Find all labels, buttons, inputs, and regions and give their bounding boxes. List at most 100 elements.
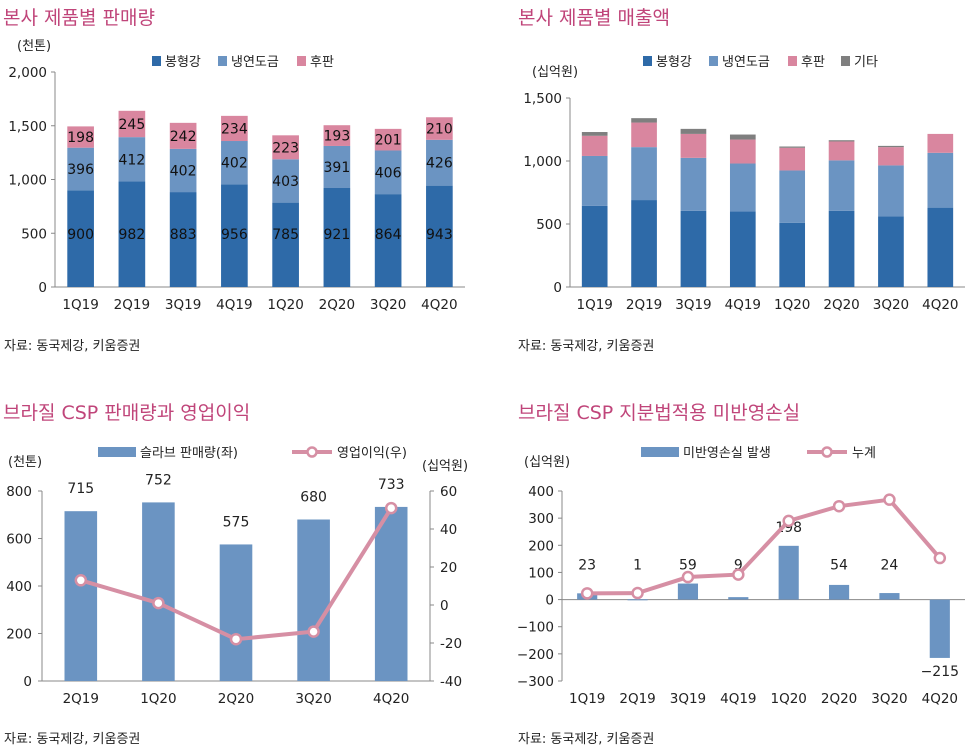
data-label: 402 (170, 163, 197, 179)
bar-segment (729, 163, 756, 212)
y-tick-label-left: 400 (6, 579, 32, 595)
bar-segment (581, 205, 608, 287)
x-tick-label: 2Q20 (821, 691, 857, 707)
bar-segment (729, 211, 756, 287)
bar-segment (631, 118, 657, 123)
legend-marker (306, 446, 318, 458)
bar-segment (374, 150, 402, 195)
y-axis-unit: (십억원) (532, 65, 578, 80)
x-tick-label: 4Q19 (216, 297, 252, 313)
data-label: 900 (67, 227, 94, 243)
line-point (883, 493, 896, 506)
x-tick-label: 3Q20 (295, 691, 331, 707)
y-tick-label: −200 (517, 647, 554, 663)
bar-segment (67, 190, 94, 287)
data-label: 201 (375, 133, 402, 149)
data-label: 23 (578, 557, 596, 573)
bar-segment (729, 139, 756, 164)
data-label: 193 (324, 129, 351, 145)
chart-title: 브라질 CSP 지분법적용 미반영손실 (518, 402, 801, 424)
data-label: 9 (734, 557, 743, 573)
legend-label: 후판 (801, 55, 825, 70)
y-tick-label-left: 800 (6, 484, 32, 500)
chart-csp-volume-profit: (천톤) (십억원) 0 200 400 600 800 -40 -20 0 20 40 60 2Q19 7… (6, 446, 468, 707)
x-tick-label: 3Q20 (873, 297, 909, 313)
bar (297, 519, 330, 681)
data-label: 403 (272, 174, 299, 190)
bar (677, 583, 699, 600)
y-tick-label-right: -20 (440, 636, 462, 652)
chart-revenue: (십억원) 0 500 1,000 1,500 1Q19 2Q19 3Q19 4Q19 1Q20 2… (523, 55, 965, 313)
data-label: 223 (272, 140, 299, 156)
y-tick-label: 1,000 (8, 173, 47, 189)
data-label: 391 (324, 160, 351, 176)
bar-segment (680, 210, 707, 287)
chart-title: 본사 제품별 매출액 (518, 7, 670, 29)
data-label: 943 (426, 227, 453, 243)
y-tick-label: 500 (21, 226, 47, 242)
data-label: 1 (633, 557, 642, 573)
x-tick-label: 4Q19 (720, 691, 756, 707)
data-label: 245 (119, 117, 146, 133)
data-label: 921 (324, 227, 351, 243)
x-tick-label: 4Q20 (922, 297, 958, 313)
x-tick-label: 1Q20 (267, 297, 303, 313)
bar-segment (67, 126, 94, 148)
data-label: 752 (145, 472, 172, 488)
x-tick-label: 2Q20 (319, 297, 355, 313)
x-tick-label: 2Q20 (823, 297, 859, 313)
bar-segment (927, 207, 954, 287)
x-tick-label: 2Q19 (63, 691, 99, 707)
bar-segment (374, 194, 402, 287)
line-point (732, 568, 745, 581)
x-tick-label: 1Q20 (140, 691, 176, 707)
bar-segment (118, 137, 146, 182)
y-tick-label: 0 (38, 280, 47, 296)
y-tick-label: −300 (517, 674, 554, 690)
legend-label: 미반영손실 발생 (683, 446, 771, 461)
y-tick-label: 2,000 (8, 65, 47, 81)
bar-segment (927, 133, 954, 153)
bar-segment (323, 145, 351, 188)
data-label: 402 (221, 156, 248, 172)
y-axis-unit: (천톤) (17, 39, 51, 54)
bar-segment (118, 110, 146, 138)
source-note: 자료: 동국제강, 키움증권 (518, 732, 655, 747)
source-note: 자료: 동국제강, 키움증권 (518, 339, 655, 354)
y-axis-unit: (십억원) (524, 455, 570, 470)
legend-label: 슬라브 판매량(좌) (140, 446, 238, 461)
x-tick-label: 4Q20 (922, 691, 958, 707)
y-tick-label-right: 0 (440, 598, 449, 614)
data-label: 396 (67, 162, 94, 178)
line-point (580, 587, 594, 600)
legend-label: 냉연도금 (231, 55, 279, 70)
bar-segment (828, 210, 855, 287)
source-note: 자료: 동국제강, 키움증권 (4, 339, 141, 354)
x-tick-label: 2Q19 (619, 691, 655, 707)
y-tick-label: 500 (536, 217, 562, 233)
data-label: 426 (426, 156, 453, 172)
bar-segment (828, 140, 855, 142)
legend-swatch (641, 447, 679, 457)
data-label: 24 (881, 557, 899, 573)
bar-segment (169, 122, 197, 149)
bar-segment (169, 192, 197, 287)
y-tick-label: 1,000 (523, 154, 562, 170)
line-point (152, 596, 165, 610)
y-tick-label-right: 40 (440, 522, 457, 538)
y-tick-label-left: 200 (6, 627, 32, 643)
x-tick-label: 3Q19 (165, 297, 201, 313)
data-label: 883 (170, 227, 197, 243)
chart-sales-volume: (천톤) 0 500 1,000 1,500 2,000 1Q19 900 396 198 2Q19… (8, 39, 465, 313)
line-point (832, 499, 846, 513)
bar-segment (828, 160, 855, 211)
bar-segment (680, 133, 707, 158)
bar-segment (680, 157, 707, 211)
bar-segment (374, 128, 402, 151)
bar-segment (779, 222, 806, 287)
y-tick-label-right: -40 (440, 674, 462, 690)
line-point (681, 570, 695, 584)
bar-segment (272, 159, 299, 203)
bar-segment (927, 152, 954, 208)
